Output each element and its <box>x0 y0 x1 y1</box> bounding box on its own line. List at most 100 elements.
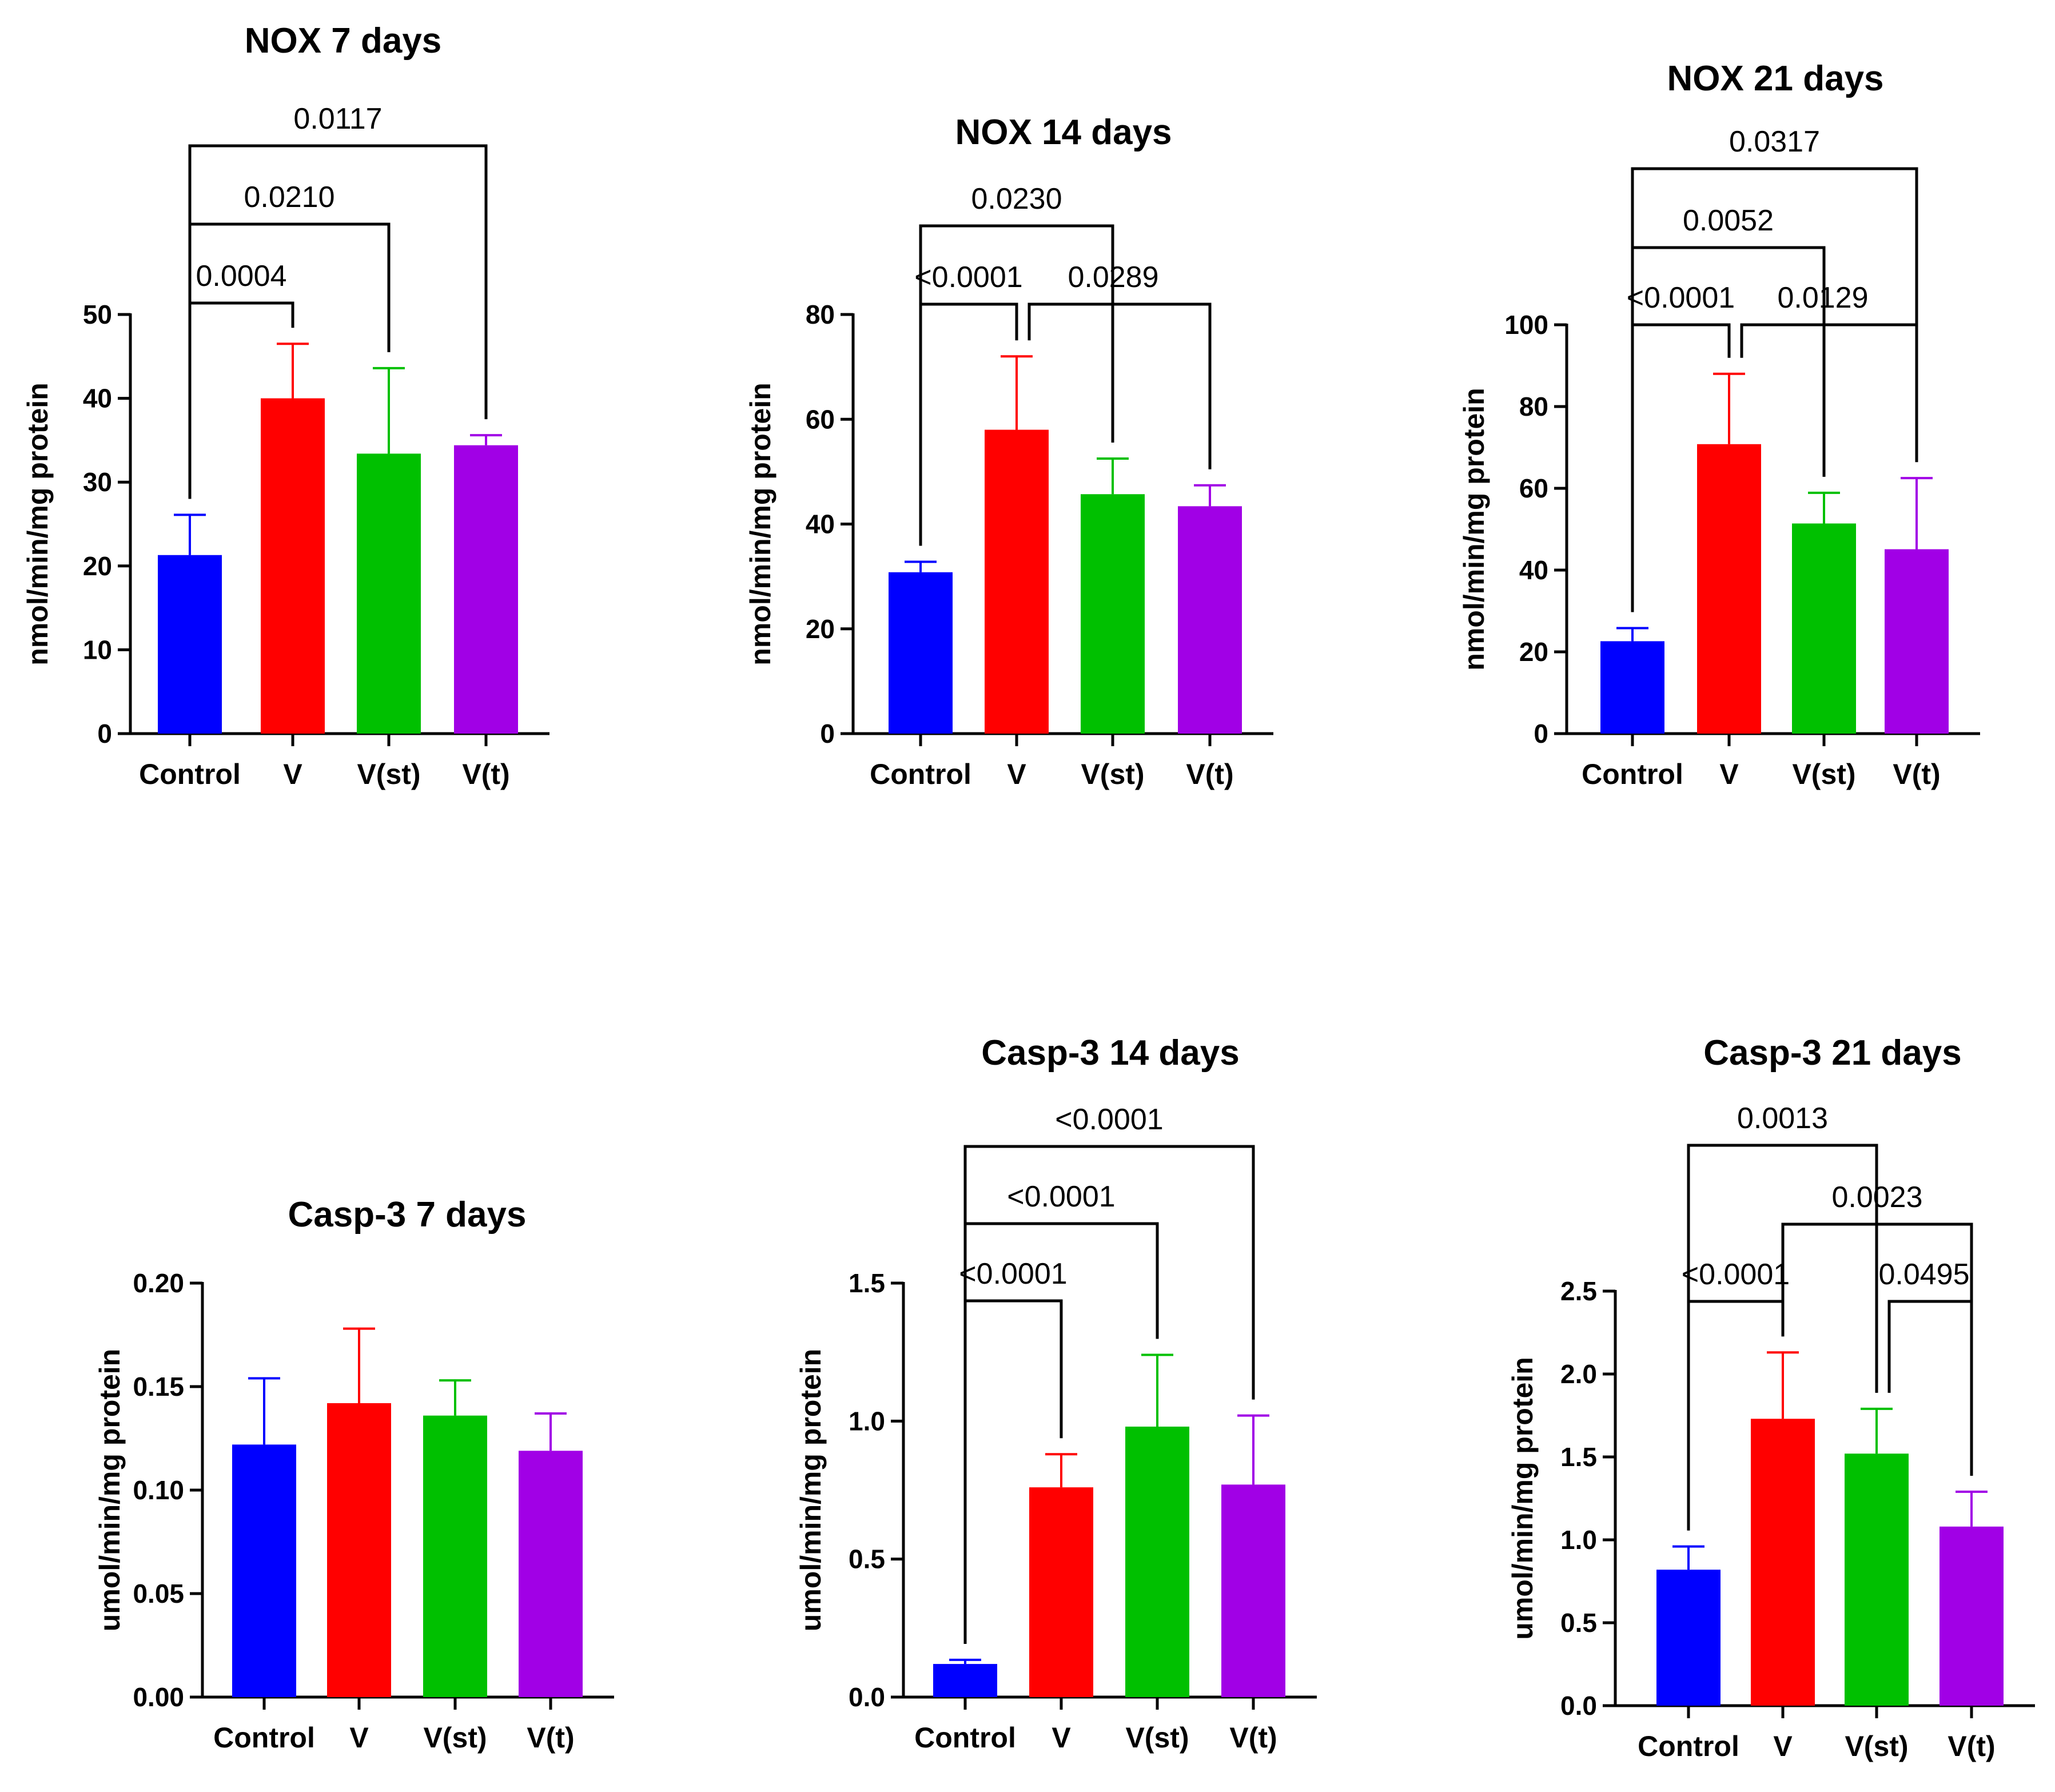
p-value-label: 0.0013 <box>1737 1102 1828 1135</box>
bar <box>1081 494 1145 734</box>
y-tick-label: 100 <box>1504 310 1548 340</box>
chart-panel: Casp-3 7 days umol/min/mg protein 0.00 0.05… <box>94 1195 614 1754</box>
y-tick-label: 10 <box>83 635 112 664</box>
y-tick-label: 1.5 <box>849 1268 885 1298</box>
y-axis-label: umol/min/mg protein <box>1507 1357 1539 1639</box>
x-tick-label: Control <box>139 758 241 790</box>
x-tick-label: V <box>349 1722 369 1754</box>
y-tick-label: 40 <box>83 384 112 413</box>
x-tick-label: Control <box>914 1722 1016 1754</box>
significance-bracket <box>1887 1300 1973 1476</box>
p-value-label: 0.0052 <box>1683 204 1774 237</box>
significance-bracket <box>188 144 488 499</box>
x-tick-label: V(st) <box>357 758 420 790</box>
x-tick-label: V(st) <box>1125 1722 1189 1754</box>
bar <box>357 453 421 734</box>
y-tick-label: 30 <box>83 467 112 497</box>
chart-panel: Casp-3 14 days umol/min/mg protein 0.0 0.5 1… <box>795 1033 1317 1754</box>
x-tick-label: V(st) <box>423 1722 487 1754</box>
chart-panel: NOX 21 days nmol/min/mg protein 0 20 40 60 80 1… <box>1458 59 1980 790</box>
bar <box>1885 549 1949 734</box>
bar <box>1792 523 1856 734</box>
x-tick-label: V(t) <box>1893 758 1940 790</box>
y-axis-label: nmol/min/mg protein <box>1458 388 1490 670</box>
y-tick-label: 0.0 <box>849 1682 885 1712</box>
y-tick-label: 40 <box>1519 555 1548 585</box>
y-tick-label: 0.10 <box>133 1475 184 1505</box>
bar <box>1751 1419 1815 1706</box>
bar <box>1656 1570 1721 1706</box>
y-tick-label: 0.05 <box>133 1579 184 1608</box>
bar <box>232 1444 296 1697</box>
chart-title: NOX 21 days <box>1667 59 1883 98</box>
bar <box>158 555 222 734</box>
p-value-label: 0.0210 <box>244 181 334 214</box>
chart-panel: Casp-3 21 days umol/min/mg protein 0.0 0.5 1… <box>1507 1033 2035 1762</box>
significance-bracket <box>1687 1144 1878 1531</box>
y-axis-label: umol/min/mg protein <box>94 1349 126 1631</box>
p-value-label: 0.0004 <box>196 260 286 293</box>
x-tick-label: Control <box>1582 758 1683 790</box>
bar <box>1600 641 1664 734</box>
y-tick-label: 1.0 <box>849 1406 885 1436</box>
x-tick-label: V <box>1773 1730 1793 1762</box>
y-tick-label: 20 <box>83 551 112 581</box>
chart-panel: NOX 7 days nmol/min/mg protein 0 10 20 30 40 50… <box>22 21 549 790</box>
p-value-label: 0.0495 <box>1878 1258 1969 1291</box>
bar <box>1178 506 1242 734</box>
y-tick-label: 0 <box>820 719 835 748</box>
y-tick-label: 0.0 <box>1560 1691 1597 1721</box>
p-value-label: <0.0001 <box>1007 1180 1115 1213</box>
y-tick-label: 20 <box>806 614 835 644</box>
y-tick-label: 40 <box>806 509 835 539</box>
y-tick-label: 0.15 <box>133 1372 184 1401</box>
x-tick-label: V <box>1719 758 1739 790</box>
x-tick-label: V(t) <box>1948 1730 1995 1762</box>
bar <box>1939 1526 2004 1706</box>
y-tick-label: 0.00 <box>133 1682 184 1712</box>
y-axis-label: umol/min/mg protein <box>795 1349 827 1631</box>
x-tick-label: V <box>1007 758 1026 790</box>
p-value-label: 0.0117 <box>293 102 382 136</box>
x-tick-label: Control <box>213 1722 315 1754</box>
bar <box>1125 1426 1189 1697</box>
y-tick-label: 1.0 <box>1560 1525 1597 1555</box>
significance-bracket <box>1631 167 1918 612</box>
x-tick-label: Control <box>1638 1730 1739 1762</box>
significance-bracket <box>1028 302 1212 469</box>
x-tick-label: V(st) <box>1792 758 1855 790</box>
p-value-label: 0.0230 <box>971 182 1062 216</box>
bar <box>423 1415 487 1697</box>
y-tick-label: 2.5 <box>1560 1276 1597 1306</box>
x-tick-label: V(st) <box>1081 758 1144 790</box>
bar <box>261 398 325 734</box>
y-tick-label: 50 <box>83 300 112 329</box>
p-value-label: <0.0001 <box>1682 1258 1790 1291</box>
p-value-label: <0.0001 <box>959 1257 1067 1291</box>
y-tick-label: 80 <box>806 300 835 329</box>
chart-title: Casp-3 21 days <box>1703 1033 1961 1073</box>
y-tick-label: 60 <box>806 404 835 434</box>
bar <box>985 429 1049 734</box>
chart-title: NOX 14 days <box>955 113 1172 152</box>
x-tick-label: V(t) <box>1186 758 1233 790</box>
y-tick-label: 0.20 <box>133 1268 184 1298</box>
bar <box>1697 444 1761 734</box>
bar <box>1221 1484 1285 1697</box>
y-axis-label: nmol/min/mg protein <box>744 383 776 665</box>
y-tick-label: 0 <box>97 719 112 748</box>
bar <box>454 445 518 734</box>
significance-bracket <box>963 1145 1255 1644</box>
x-tick-label: V <box>1052 1722 1071 1754</box>
p-value-label: <0.0001 <box>1627 281 1735 314</box>
chart-panel: NOX 14 days nmol/min/mg protein 0 20 40 60 80 C… <box>744 113 1273 790</box>
bar <box>1029 1487 1093 1697</box>
bar <box>933 1664 997 1697</box>
p-value-label: <0.0001 <box>914 261 1022 294</box>
x-tick-label: Control <box>870 758 971 790</box>
chart-title: Casp-3 7 days <box>288 1195 527 1235</box>
x-tick-label: V(t) <box>527 1722 574 1754</box>
y-tick-label: 1.5 <box>1560 1442 1597 1472</box>
bar <box>327 1403 391 1697</box>
